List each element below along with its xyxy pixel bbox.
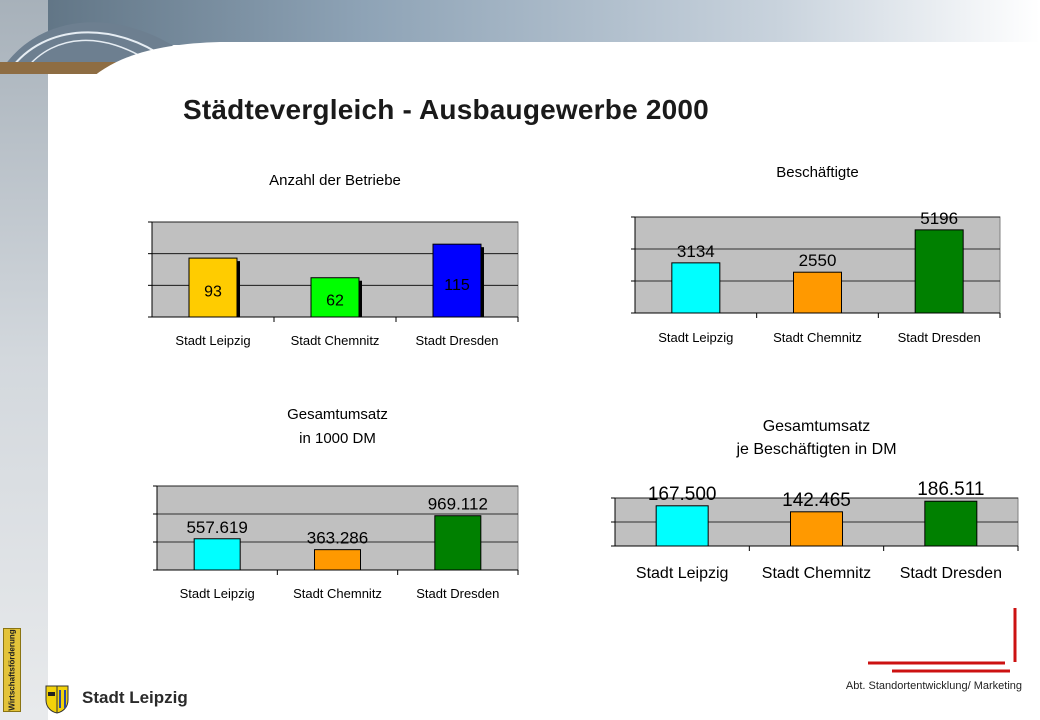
- category-label: Stadt Chemnitz: [293, 586, 382, 601]
- bar: [671, 262, 721, 314]
- data-label: 363.286: [307, 529, 368, 548]
- data-label: 5196: [920, 209, 958, 228]
- chart-umsatz-je-beschaeftigten: Gesamtumsatz je Beschäftigten in DM 167.50…: [600, 413, 1025, 588]
- bar: [188, 257, 238, 318]
- side-tab: Wirtschaftsförderung: [3, 628, 21, 712]
- chart-title-line: je Beschäftigten in DM: [735, 441, 896, 458]
- category-label: Stadt Leipzig: [636, 565, 729, 582]
- category-label: Stadt Leipzig: [180, 586, 255, 601]
- data-label: 2550: [799, 251, 837, 270]
- side-tab-label: Wirtschaftsförderung: [7, 629, 17, 711]
- category-label: Stadt Leipzig: [658, 330, 733, 345]
- chart-title-line: Beschäftigte: [776, 164, 859, 181]
- decorative-red-lines: [868, 608, 1017, 673]
- chart-svg: Beschäftigte 3134 Stadt Leipzig 2550 Stadt C…: [631, 164, 1001, 345]
- category-label: Stadt Leipzig: [175, 333, 250, 348]
- data-label: 186.511: [917, 479, 984, 500]
- chart-title-line: Gesamtumsatz: [287, 406, 388, 423]
- bar: [310, 277, 360, 318]
- bar: [924, 500, 978, 547]
- category-label: Stadt Dresden: [900, 565, 1002, 582]
- city-name: Stadt Leipzig: [82, 688, 188, 707]
- category-label: Stadt Chemnitz: [762, 565, 871, 582]
- chart-title-line: Gesamtumsatz: [763, 418, 871, 435]
- slide-title: Städtevergleich - Ausbaugewerbe 2000: [183, 94, 709, 125]
- data-label: 167.500: [648, 484, 717, 505]
- category-label: Stadt Chemnitz: [291, 333, 380, 348]
- data-label: 142.465: [782, 490, 851, 511]
- category-label: Stadt Dresden: [416, 586, 499, 601]
- bar: [790, 511, 843, 547]
- chart-svg: Gesamtumsatz je Beschäftigten in DM 167.50…: [611, 418, 1019, 582]
- footer-department: Abt. Standortentwicklung/ Marketing: [845, 680, 1022, 692]
- chart-title-line: in 1000 DM: [299, 430, 376, 447]
- chart-anzahl-betriebe: Anzahl der Betriebe 93 Stadt Leipzig 62 Stad…: [140, 160, 530, 355]
- data-label: 3134: [677, 242, 715, 261]
- bar: [432, 243, 482, 318]
- data-label: 557.619: [186, 518, 247, 537]
- bar: [193, 538, 241, 571]
- chart-title-line: Anzahl der Betriebe: [269, 172, 401, 189]
- data-label: 93: [204, 283, 222, 300]
- chart-beschaeftigte: Beschäftigte 3134 Stadt Leipzig 2550 Stadt C…: [620, 155, 1010, 350]
- data-label: 62: [326, 292, 344, 309]
- bar: [793, 271, 842, 314]
- data-label: 115: [444, 277, 470, 294]
- chart-svg: Anzahl der Betriebe 93 Stadt Leipzig 62 Stad…: [148, 172, 519, 348]
- bar: [914, 229, 964, 314]
- category-label: Stadt Dresden: [415, 333, 498, 348]
- bar: [655, 505, 709, 547]
- category-label: Stadt Chemnitz: [773, 330, 862, 345]
- data-label: 969.112: [428, 495, 488, 514]
- bar: [434, 515, 482, 571]
- chart-svg: Gesamtumsatz in 1000 DM 557.619 Stadt Leipz…: [153, 406, 519, 601]
- coat-of-arms-icon: [45, 685, 69, 714]
- bar: [314, 549, 361, 571]
- category-label: Stadt Dresden: [898, 330, 981, 345]
- chart-gesamtumsatz: Gesamtumsatz in 1000 DM 557.619 Stadt Leipz…: [145, 403, 525, 608]
